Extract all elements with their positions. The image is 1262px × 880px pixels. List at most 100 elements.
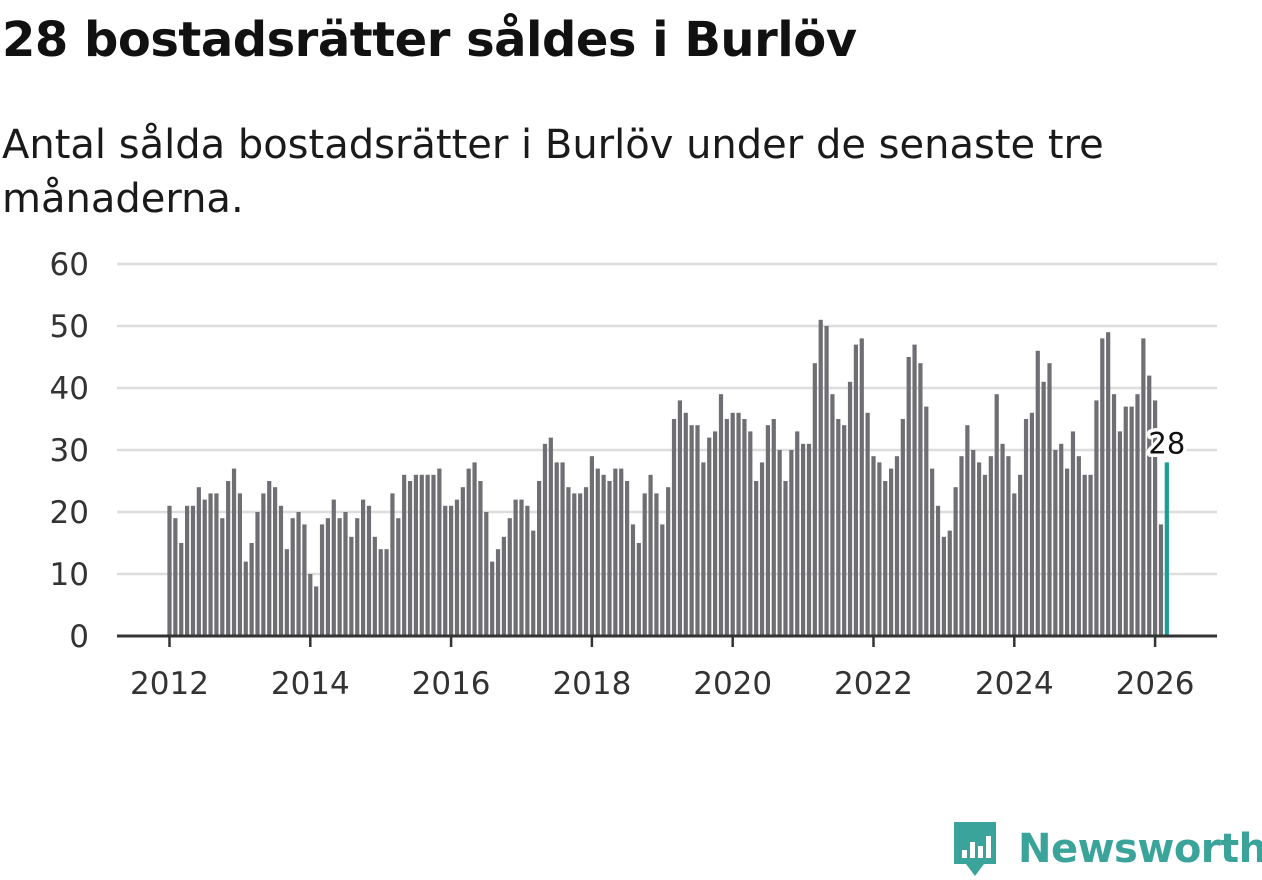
bar (977, 462, 982, 636)
x-tick-label: 2016 (412, 666, 491, 702)
bar (390, 493, 395, 636)
bar (1029, 412, 1034, 636)
bar (402, 474, 407, 636)
bar (1088, 474, 1093, 636)
bar (167, 505, 172, 636)
bar (842, 425, 847, 636)
bar (185, 505, 190, 636)
bar (718, 394, 724, 636)
bar (971, 450, 976, 636)
bar (431, 474, 436, 636)
bar (736, 412, 741, 636)
bar (495, 549, 501, 636)
bar (906, 357, 911, 636)
bar (783, 481, 788, 636)
bar (278, 505, 284, 636)
bar (355, 518, 360, 636)
bar (490, 561, 495, 636)
bar (302, 524, 307, 636)
bar (220, 518, 225, 636)
bar (525, 505, 530, 636)
bar (413, 474, 418, 636)
bar (237, 493, 242, 636)
bar (513, 499, 518, 636)
bar (748, 431, 753, 636)
bar (836, 419, 841, 636)
bar (812, 363, 817, 636)
x-tick-label: 2024 (975, 666, 1054, 702)
bar (566, 487, 571, 636)
bar (243, 561, 248, 636)
bar (261, 493, 266, 636)
bar (742, 419, 747, 636)
bar (930, 468, 935, 636)
bar (1018, 474, 1023, 636)
x-tick-label: 2012 (130, 666, 209, 702)
bar (1059, 443, 1064, 636)
bar (537, 481, 542, 636)
bar (449, 505, 454, 636)
bar (202, 499, 207, 636)
bar (648, 474, 653, 636)
bar (1065, 468, 1070, 636)
bar (595, 468, 600, 636)
bar (208, 493, 213, 636)
bar (671, 419, 677, 636)
bar (349, 536, 354, 636)
bar (771, 419, 776, 636)
bar (308, 574, 313, 636)
bar (343, 512, 348, 636)
bar (331, 499, 336, 636)
bar (642, 493, 647, 636)
bar (801, 443, 806, 636)
bar (1053, 450, 1058, 636)
bar (501, 536, 506, 636)
bar (583, 487, 589, 636)
bar (883, 481, 888, 636)
bar (959, 456, 964, 636)
bar (361, 499, 366, 636)
bar (531, 530, 536, 636)
bar (695, 425, 700, 636)
bar (1135, 394, 1140, 636)
bar (613, 468, 618, 636)
bar (689, 425, 694, 636)
bar (765, 425, 770, 636)
bar (214, 493, 219, 636)
bar (677, 400, 682, 636)
bar-latest (1164, 462, 1169, 636)
bar (636, 543, 641, 636)
bar (730, 412, 735, 636)
bar (1006, 456, 1011, 636)
bar (865, 412, 870, 636)
bar (877, 462, 882, 636)
bar (847, 381, 853, 636)
bar (226, 481, 231, 636)
bar (859, 338, 864, 636)
bar (1047, 363, 1052, 636)
y-tick-label: 10 (50, 557, 89, 593)
bar (1041, 381, 1046, 636)
bar (625, 481, 630, 636)
bar (425, 474, 430, 636)
bar (912, 344, 917, 636)
y-tick-label: 30 (50, 433, 89, 469)
bar (273, 487, 278, 636)
y-tick-label: 20 (50, 495, 89, 531)
bar (337, 518, 342, 636)
bar (1106, 332, 1111, 636)
bars (167, 319, 1169, 636)
bar (1100, 338, 1105, 636)
bar (519, 499, 524, 636)
x-tick-label: 2020 (693, 666, 772, 702)
bar (1129, 406, 1134, 636)
bar (542, 443, 548, 636)
bar (654, 493, 659, 636)
bar (1070, 431, 1076, 636)
bar (437, 468, 442, 636)
bar (630, 524, 636, 636)
bar (701, 462, 706, 636)
bar (372, 536, 377, 636)
bar (296, 512, 301, 636)
bar (419, 474, 424, 636)
